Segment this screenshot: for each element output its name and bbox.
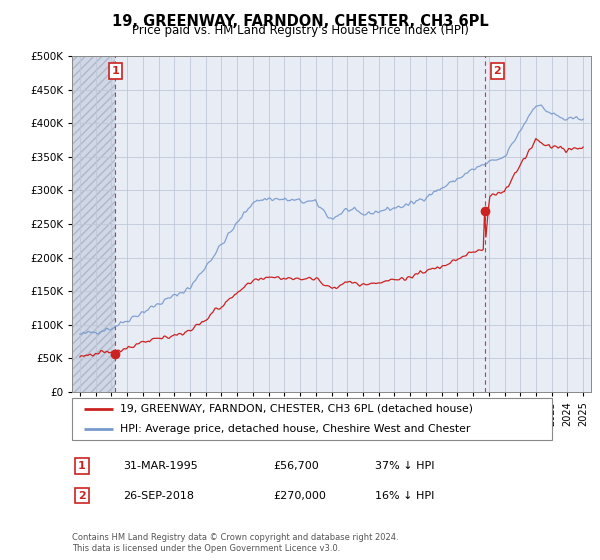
Text: 16% ↓ HPI: 16% ↓ HPI	[375, 491, 434, 501]
Text: 26-SEP-2018: 26-SEP-2018	[123, 491, 194, 501]
Text: Contains HM Land Registry data © Crown copyright and database right 2024.
This d: Contains HM Land Registry data © Crown c…	[72, 533, 398, 553]
Text: £56,700: £56,700	[273, 461, 319, 471]
Text: 19, GREENWAY, FARNDON, CHESTER, CH3 6PL: 19, GREENWAY, FARNDON, CHESTER, CH3 6PL	[112, 14, 488, 29]
Text: 31-MAR-1995: 31-MAR-1995	[123, 461, 198, 471]
Text: £270,000: £270,000	[273, 491, 326, 501]
Text: 2: 2	[78, 491, 86, 501]
Text: 19, GREENWAY, FARNDON, CHESTER, CH3 6PL (detached house): 19, GREENWAY, FARNDON, CHESTER, CH3 6PL …	[120, 404, 473, 414]
FancyBboxPatch shape	[72, 398, 552, 440]
Text: Price paid vs. HM Land Registry's House Price Index (HPI): Price paid vs. HM Land Registry's House …	[131, 24, 469, 37]
Text: 1: 1	[112, 66, 119, 76]
Text: HPI: Average price, detached house, Cheshire West and Chester: HPI: Average price, detached house, Ches…	[120, 424, 470, 434]
Text: 2: 2	[494, 66, 501, 76]
Text: 37% ↓ HPI: 37% ↓ HPI	[375, 461, 434, 471]
Text: 1: 1	[78, 461, 86, 471]
Bar	[72, 56, 115, 392]
